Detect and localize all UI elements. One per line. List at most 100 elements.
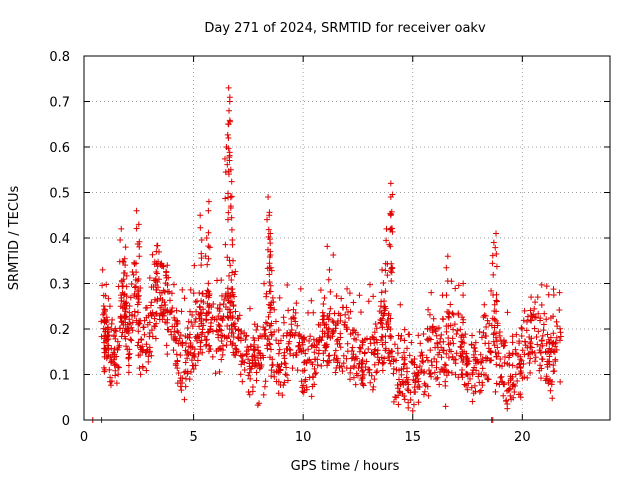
data-point (198, 262, 205, 269)
data-point (371, 361, 378, 368)
data-point (269, 362, 276, 369)
data-point (550, 362, 557, 369)
data-point (390, 358, 397, 365)
data-point (397, 301, 404, 308)
data-point (540, 327, 547, 334)
data-point (226, 107, 233, 114)
data-point (114, 346, 121, 353)
data-point (426, 311, 433, 318)
data-point (187, 286, 194, 293)
data-point (301, 336, 308, 343)
data-point (127, 336, 134, 343)
data-point (149, 333, 156, 340)
data-point (197, 339, 204, 346)
data-point (158, 260, 165, 267)
data-point (481, 301, 488, 308)
data-point (330, 356, 337, 363)
data-point (227, 166, 234, 173)
data-point (320, 300, 327, 307)
data-point (453, 350, 460, 357)
data-point (128, 337, 135, 344)
data-point (122, 314, 129, 321)
data-point (438, 331, 445, 338)
data-point (232, 345, 239, 352)
data-point (154, 242, 161, 249)
data-point (543, 283, 550, 290)
data-point (347, 369, 354, 376)
data-point (347, 376, 354, 383)
data-point (361, 350, 368, 357)
data-point (156, 289, 163, 296)
data-point (98, 333, 105, 340)
data-point (383, 237, 390, 244)
data-point (261, 383, 268, 390)
data-point (182, 383, 189, 390)
data-point (311, 342, 318, 349)
data-point (344, 285, 351, 292)
data-point (112, 367, 119, 374)
data-point (512, 346, 519, 353)
data-point (175, 340, 182, 347)
data-point (136, 238, 143, 245)
data-point (472, 348, 479, 355)
data-point (500, 392, 507, 399)
data-point (250, 334, 257, 341)
data-point (126, 302, 133, 309)
data-point (267, 282, 274, 289)
data-point (452, 371, 459, 378)
data-point (444, 253, 451, 260)
data-point (551, 368, 558, 375)
data-point (223, 334, 230, 341)
data-point (415, 378, 422, 385)
data-point (128, 280, 135, 287)
data-point (246, 305, 253, 312)
data-point (154, 284, 161, 291)
data-point (510, 394, 517, 401)
data-point (137, 317, 144, 324)
data-point (263, 290, 270, 297)
data-point (111, 345, 118, 352)
data-point (482, 340, 489, 347)
data-point (550, 286, 557, 293)
data-point (426, 325, 433, 332)
data-point (478, 387, 484, 394)
data-point (444, 277, 451, 284)
data-point (489, 260, 496, 267)
data-point (215, 331, 222, 338)
data-point (532, 358, 538, 365)
data-point (187, 308, 194, 315)
data-point (215, 346, 222, 353)
data-point (501, 359, 508, 366)
data-point (164, 351, 171, 358)
data-point (449, 335, 456, 342)
data-point (410, 401, 417, 408)
data-point (176, 335, 183, 342)
data-point (267, 240, 274, 247)
data-point (381, 303, 388, 310)
data-point (401, 326, 408, 333)
data-point (218, 356, 225, 363)
data-point (401, 396, 408, 403)
data-point (378, 354, 385, 361)
data-point (462, 353, 469, 360)
data-point (363, 335, 370, 342)
data-point (388, 265, 395, 272)
data-point (413, 364, 420, 371)
data-point (320, 357, 327, 364)
data-point (477, 351, 484, 358)
data-point (398, 371, 405, 378)
data-point (497, 356, 504, 363)
data-point (427, 370, 434, 377)
data-point (111, 360, 118, 367)
data-point (518, 324, 525, 331)
data-point (260, 391, 267, 398)
data-point (374, 339, 381, 346)
data-point (369, 333, 376, 340)
data-point (120, 283, 127, 290)
data-point (223, 342, 230, 349)
data-point (206, 244, 213, 251)
data-point (153, 286, 160, 293)
data-point (291, 332, 298, 339)
data-point (125, 355, 132, 362)
data-point (533, 333, 540, 340)
